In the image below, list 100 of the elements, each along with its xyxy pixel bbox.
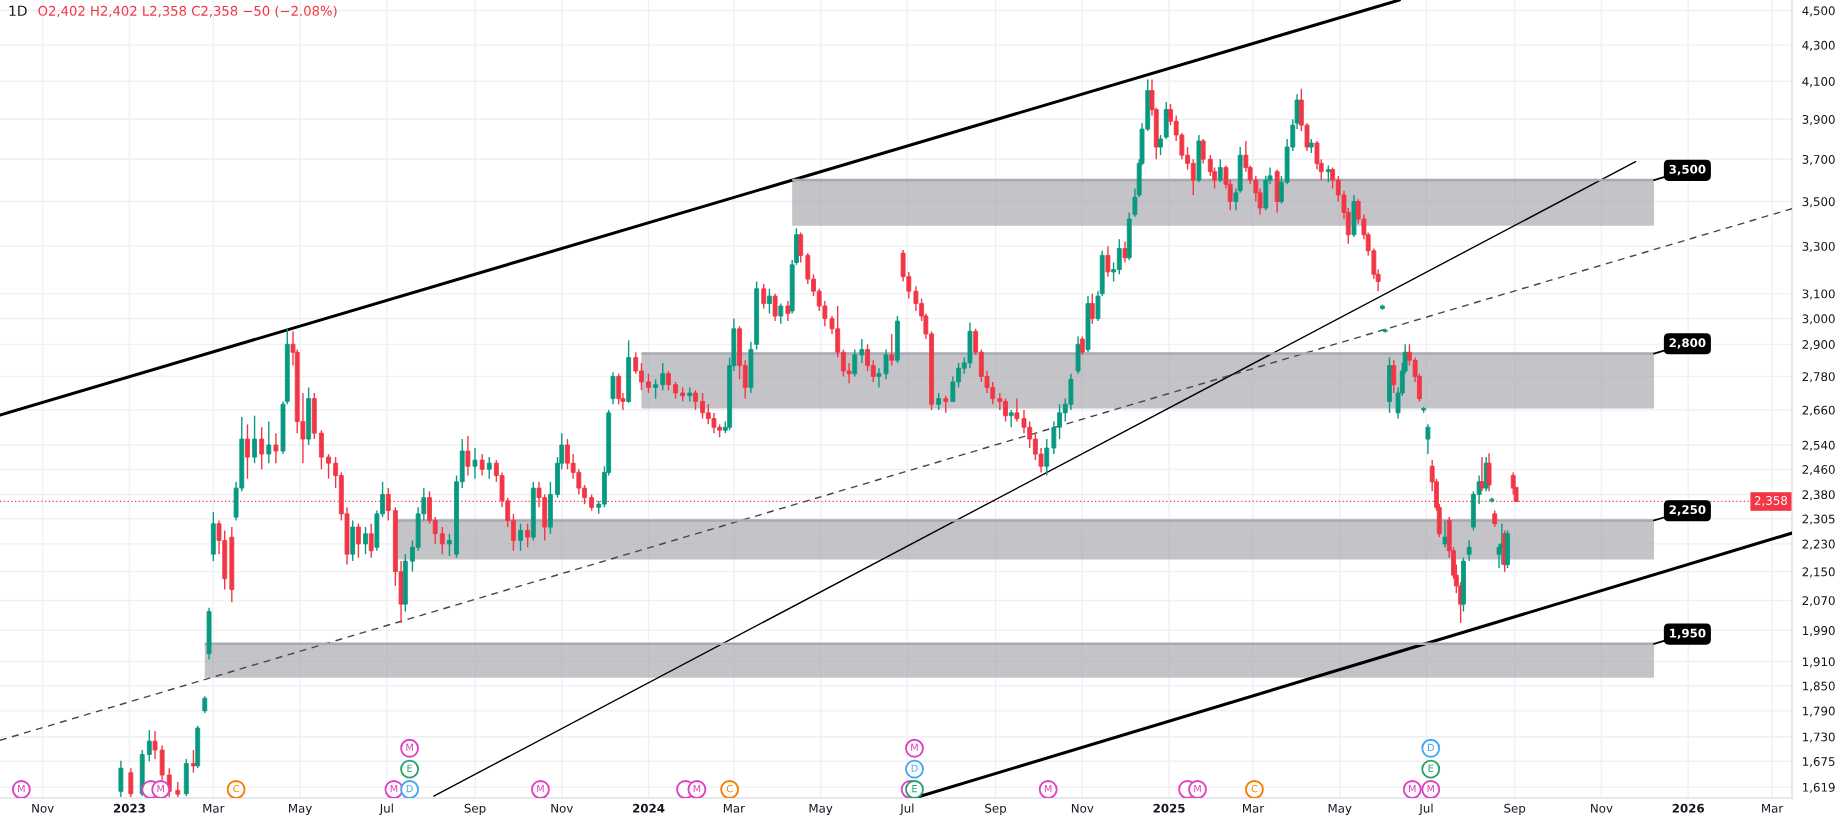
candlestick	[1044, 438, 1050, 477]
text: M	[157, 785, 164, 793]
x-tick-label: Sep	[985, 803, 1007, 815]
candlestick	[660, 362, 666, 391]
candlestick	[472, 447, 478, 480]
x-tick-label: Mar	[1762, 803, 1784, 813]
candlestick	[355, 523, 361, 559]
candlestick	[610, 371, 616, 405]
candlestick	[646, 373, 651, 394]
x-tick-label: Nov	[1071, 803, 1094, 813]
candlestick	[761, 283, 767, 310]
chart-subtitle: O2,402 H2,402 L2,358 C2,358 −50 (−2.08%)	[38, 5, 337, 18]
text: M	[1194, 785, 1201, 793]
series-label: C	[233, 784, 239, 793]
candlestick	[1217, 158, 1223, 183]
candlestick	[772, 292, 778, 322]
y-tick-label: 2,900	[1802, 340, 1835, 351]
text: C	[726, 784, 733, 793]
y-tick-label: 3,500	[1802, 197, 1835, 208]
series-label: M	[911, 743, 918, 751]
candlestick	[525, 523, 531, 549]
candlestick	[319, 429, 324, 471]
text: M	[18, 785, 25, 793]
text: M	[390, 785, 398, 793]
x-tick-label: May	[289, 803, 312, 815]
series-label: 2,800	[1669, 338, 1706, 349]
y-tick-label: 2,660	[1802, 405, 1835, 416]
x-tick-label: Mar	[1243, 803, 1265, 813]
candlestick	[363, 526, 368, 555]
y-tick-label: 2,150	[1802, 567, 1835, 578]
candlestick	[518, 523, 523, 552]
y-tick-label: 4,300	[1802, 40, 1835, 51]
candlestick	[447, 533, 452, 557]
text: C	[1251, 784, 1258, 793]
candlestick	[266, 420, 272, 464]
y-tick-label: 1,675	[1803, 757, 1835, 768]
x-tick-label: 2023	[113, 803, 145, 813]
candlestick	[889, 333, 895, 367]
candlestick	[778, 302, 784, 325]
candlestick	[1105, 245, 1111, 278]
candlestick	[259, 426, 265, 471]
candlestick	[1442, 519, 1448, 549]
candlestick	[252, 414, 257, 464]
text: M	[1044, 785, 1052, 793]
candlestick	[439, 526, 445, 555]
x-tick-label: Mar	[723, 803, 745, 813]
candlestick	[859, 338, 865, 364]
y-tick-label: 1,910	[1803, 657, 1835, 668]
candlestick	[479, 453, 485, 477]
y-tick-label: 3,900	[1802, 114, 1835, 126]
candlestick	[1089, 292, 1095, 325]
x-tick-label: Nov	[32, 803, 54, 813]
text: M	[406, 743, 413, 751]
text: D	[406, 785, 413, 793]
x-tick-label: May	[1328, 803, 1352, 815]
series-label: 3,500	[1669, 164, 1706, 176]
candlestick	[1466, 539, 1472, 562]
y-tick-label: 1,730	[1803, 732, 1835, 743]
text: D	[1427, 743, 1434, 751]
y-tick-label: 2,540	[1802, 440, 1835, 451]
y-tick-label: 4,500	[1802, 6, 1835, 17]
ref-line-label: 2,358	[1754, 495, 1788, 507]
candlestick	[1079, 335, 1085, 356]
y-tick-label: 1,790	[1803, 706, 1835, 717]
candlestick	[1158, 134, 1163, 156]
candlestick	[852, 348, 858, 378]
point	[400, 759, 420, 779]
candlestick	[486, 456, 492, 480]
text: M	[1427, 785, 1434, 793]
chart-title: 1D	[9, 5, 27, 16]
candlestick	[666, 370, 671, 391]
y-tick-label: 3,000	[1802, 314, 1835, 325]
candlestick	[1425, 423, 1431, 455]
y-tick-label: 2,780	[1802, 372, 1835, 383]
y-tick-label: 1,990	[1803, 626, 1835, 637]
candlestick	[1200, 138, 1206, 165]
y-tick-label: 2,230	[1802, 539, 1835, 550]
series-label: D	[911, 764, 918, 772]
series-label: 1,950	[1670, 628, 1706, 640]
y-tick-label: 3,700	[1802, 154, 1835, 166]
text: E	[912, 785, 917, 793]
text: M	[1409, 785, 1416, 793]
candlestick	[1486, 452, 1492, 492]
candlestick	[693, 389, 698, 411]
y-tick-label: 3,300	[1802, 241, 1835, 253]
candlestick	[146, 729, 152, 762]
candlestick	[245, 423, 250, 480]
x-tick-label: Jul	[899, 803, 914, 815]
y-tick-label: 3,100	[1802, 289, 1835, 300]
y-tick-label: 2,460	[1802, 465, 1835, 476]
candlestick	[1122, 240, 1128, 264]
y-tick-label: 1,850	[1803, 681, 1835, 692]
text: E	[1428, 764, 1434, 772]
candlestick	[798, 231, 804, 264]
y-tick-label: 2,070	[1802, 596, 1835, 607]
candlestick	[368, 523, 374, 559]
x-tick-label: Jul	[379, 803, 393, 815]
candlestick	[1391, 359, 1397, 394]
point	[1421, 759, 1441, 779]
candlestick	[128, 767, 134, 798]
